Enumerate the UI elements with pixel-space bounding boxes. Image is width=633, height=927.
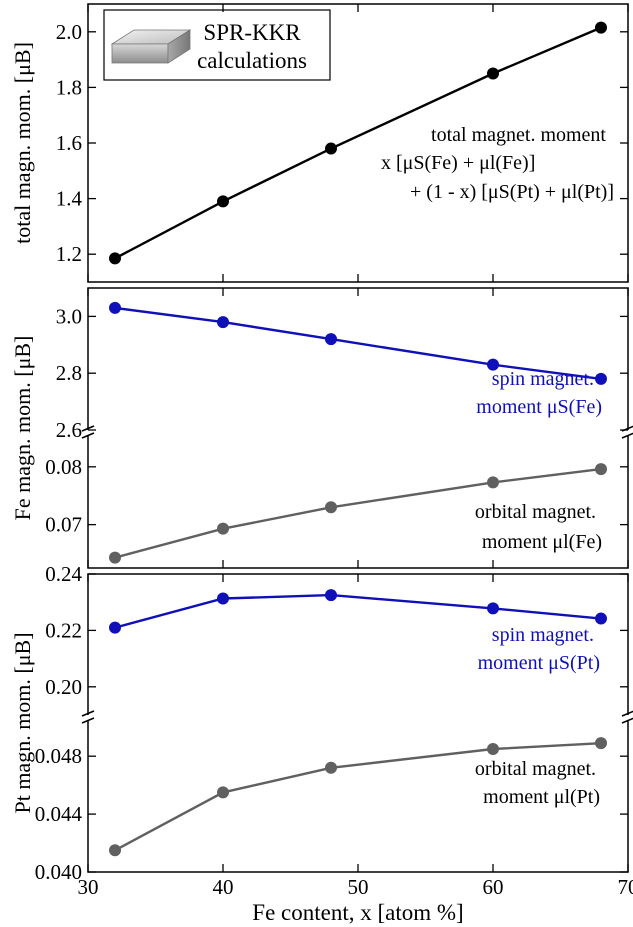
data-point-pt_spin-3 (487, 602, 499, 615)
xlabel: Fe content, x [atom %] (252, 900, 463, 925)
ytick-label-pt_orb-2: 0.048 (35, 744, 82, 768)
data-point-pt_orb-0 (109, 844, 121, 857)
annotation-pt-orb-line-1: orbital magnet. (475, 758, 596, 780)
data-point-pt_orb-1 (217, 786, 229, 799)
data-point-total-1 (217, 195, 229, 208)
xtick-label-1: 40 (213, 875, 234, 899)
annotation-total-line-3: + (1 - x) [μS(Pt) + μl(Pt)] (410, 181, 614, 203)
ytick-label-pt_spin-0: 0.20 (45, 675, 82, 699)
data-point-pt_orb-3 (487, 742, 499, 755)
data-point-fe_orb-2 (325, 501, 337, 514)
data-point-fe_spin-2 (325, 333, 337, 346)
data-point-pt_orb-2 (325, 761, 337, 774)
axis-break-pt-left-mask (85, 715, 91, 720)
ytick-label-total-2: 1.6 (56, 131, 82, 155)
data-point-pt_spin-0 (109, 621, 121, 634)
series-line-fe_spin (114, 306, 602, 381)
ytick-label-total-4: 2.0 (56, 20, 82, 44)
ytick-label-fe_spin-1: 2.8 (56, 361, 82, 385)
data-point-fe_spin-0 (109, 301, 121, 314)
data-point-total-0 (109, 252, 121, 265)
series-line-pt_spin (114, 593, 602, 629)
xtick-label-3: 60 (483, 875, 504, 899)
xtick-label-2: 50 (348, 875, 369, 899)
ytick-label-total-0: 1.2 (56, 242, 82, 266)
data-point-fe_orb-0 (109, 551, 121, 564)
data-point-fe_orb-3 (487, 476, 499, 489)
ylabel-total: total magn. mom. [μB] (10, 42, 35, 244)
annotation-fe-orb-line-1: orbital magnet. (475, 501, 596, 523)
data-point-pt_spin-2 (325, 589, 337, 602)
annotation-total-line-2: x [μS(Fe) + μl(Fe)] (381, 152, 535, 174)
data-point-fe_orb-4 (595, 463, 607, 476)
axis-break-fe-left (81, 425, 95, 439)
xtick-label-4: 70 (618, 875, 633, 899)
xtick-label-0: 30 (78, 875, 99, 899)
data-point-pt_spin-4 (595, 612, 607, 625)
axis-break-fe-left-mask (85, 430, 91, 435)
ytick-label-pt_spin-1: 0.22 (45, 618, 82, 642)
data-point-fe_spin-1 (217, 316, 229, 329)
annotation-total-line-1: total magnet. moment (431, 124, 606, 146)
data-point-total-3 (487, 67, 499, 80)
panel-fe-frame (87, 287, 629, 569)
ylabel-fe: Fe magn. mom. [μB] (10, 336, 35, 521)
ytick-label-total-1: 1.4 (56, 187, 83, 211)
data-point-total-4 (595, 21, 607, 34)
annotation-fe-spin-line-2: moment μS(Fe) (476, 396, 602, 418)
ytick-label-fe_orb-0: 0.07 (45, 513, 82, 537)
ytick-label-fe_spin-2: 3.0 (56, 304, 82, 328)
ytick-label-pt_orb-1: 0.044 (35, 802, 83, 826)
ytick-label-fe_spin-0: 2.6 (56, 418, 82, 442)
legend: SPR-KKR calculations (103, 9, 331, 81)
annotation-pt-spin-line-2: moment μS(Pt) (478, 652, 600, 674)
data-point-pt_orb-4 (595, 737, 607, 750)
axis-break-pt-right-mask (625, 715, 631, 720)
annotation-pt-spin-line-1: spin magnet. (492, 624, 594, 646)
data-point-total-2 (325, 142, 337, 155)
ytick-label-total-3: 1.8 (56, 75, 82, 99)
annotation-pt-orb-line-2: moment μl(Pt) (483, 786, 600, 808)
data-point-fe_spin-4 (595, 372, 607, 385)
data-point-pt_spin-1 (217, 592, 229, 605)
data-point-fe_spin-3 (487, 358, 499, 371)
legend-line-1: SPR-KKR (203, 20, 301, 45)
ytick-label-fe_orb-1: 0.08 (45, 455, 82, 479)
legend-line-2: calculations (197, 48, 307, 73)
axis-break-pt-left (81, 710, 95, 724)
annotation-fe-orb-line-2: moment μl(Fe) (482, 531, 602, 553)
cuboid-icon (110, 29, 192, 64)
ytick-label-pt_spin-2: 0.24 (45, 562, 82, 586)
ylabel-pt: Pt magn. mom. [μB] (10, 632, 35, 813)
axis-break-pt-right (621, 710, 633, 724)
ytick-label-pt_orb-0: 0.040 (35, 860, 82, 884)
axis-break-fe-right-mask (625, 430, 631, 435)
data-point-fe_orb-1 (217, 522, 229, 535)
panel-pt-frame (87, 573, 629, 873)
